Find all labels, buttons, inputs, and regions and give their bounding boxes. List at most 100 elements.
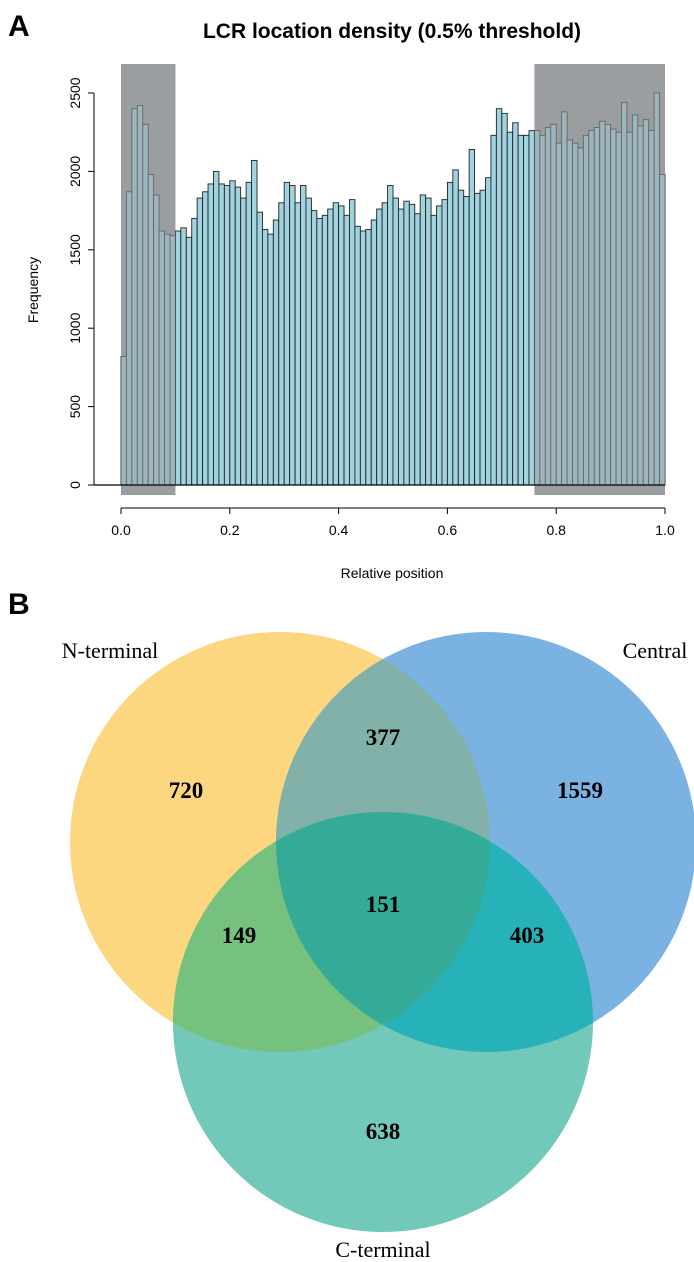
histogram-bar — [376, 208, 383, 486]
histogram-bar — [436, 205, 443, 486]
histogram-bar — [213, 170, 220, 486]
histogram-bar — [430, 214, 437, 486]
shaded-overlays — [121, 64, 665, 495]
histogram-bar — [387, 185, 394, 486]
venn-count-c-only: 638 — [366, 1119, 401, 1144]
x-tick-label: 0.0 — [111, 522, 131, 538]
histogram-bar — [523, 134, 530, 486]
histogram-bar — [452, 169, 459, 486]
histogram-bar — [283, 181, 291, 486]
histogram-bar — [234, 186, 242, 486]
histogram-bar — [359, 230, 367, 486]
histogram-bar — [506, 131, 514, 486]
panel-a-label: A — [8, 10, 30, 43]
venn-diagram: N-terminal Central C-terminal 720 1559 6… — [62, 632, 694, 1262]
histogram-bar — [463, 196, 470, 486]
x-tick-label: 0.6 — [438, 522, 458, 538]
histogram-bar — [251, 159, 258, 486]
histogram-bar — [419, 194, 427, 486]
venn-label-central: Central — [623, 638, 688, 663]
histogram-bar — [441, 199, 448, 486]
histogram-bar — [495, 108, 503, 486]
histogram-bar — [191, 217, 198, 486]
shaded-overlay-1 — [534, 64, 665, 495]
y-axis: 0 500 1000 1500 2000 2500 — [67, 77, 95, 489]
histogram-bar — [229, 180, 236, 486]
y-tick-label: 1000 — [67, 312, 83, 343]
y-axis-label: Frequency — [25, 257, 41, 323]
histogram-bar — [349, 199, 356, 486]
histogram-bar — [517, 134, 525, 486]
y-tick-label: 2000 — [67, 156, 83, 187]
histogram-bar — [272, 219, 280, 486]
histogram-bar — [218, 183, 225, 486]
y-tick-label: 0 — [67, 481, 83, 489]
histogram-bar — [240, 197, 247, 486]
histogram-bar — [512, 122, 519, 486]
histogram-bar — [267, 233, 274, 486]
venn-count-n-central: 377 — [366, 725, 401, 750]
histogram-bar — [174, 230, 182, 486]
histogram-bar — [300, 185, 307, 486]
venn-count-central-only: 1559 — [557, 778, 603, 803]
x-tick-label: 0.2 — [220, 522, 240, 538]
histogram-bar — [501, 112, 508, 486]
venn-count-all: 151 — [366, 892, 401, 917]
histogram-bar — [316, 217, 323, 486]
venn-label-n-terminal: N-terminal — [62, 638, 159, 663]
histogram-bar — [365, 228, 372, 486]
histogram-bar — [310, 210, 318, 486]
shaded-overlay-0 — [121, 64, 176, 495]
histogram-bar — [332, 202, 340, 486]
histogram-bar — [343, 214, 350, 486]
chart-title: LCR location density (0.5% threshold) — [203, 20, 581, 43]
histogram-bar — [185, 236, 193, 486]
x-tick-label: 0.8 — [546, 522, 566, 538]
histogram-bar — [196, 197, 204, 486]
panel-b-label: B — [8, 588, 30, 621]
histogram-bar — [457, 189, 465, 486]
histogram-bar — [321, 214, 329, 486]
x-axis: 0.0 0.2 0.4 0.6 0.8 1.0 — [111, 507, 675, 538]
histogram-bar — [207, 183, 214, 486]
y-tick-label: 500 — [67, 395, 83, 419]
histogram-bar — [338, 205, 345, 486]
histogram-bar — [202, 191, 209, 486]
histogram-bar — [414, 213, 421, 486]
histogram-bar — [294, 202, 301, 486]
histogram-bar — [474, 192, 481, 486]
histogram-bar — [327, 208, 334, 486]
venn-count-n-c: 149 — [222, 923, 257, 948]
histogram-bar — [408, 203, 416, 486]
histogram-bar — [425, 197, 432, 486]
histogram-bar — [485, 177, 492, 486]
histogram-bar — [278, 202, 285, 486]
x-axis-label: Relative position — [341, 565, 444, 581]
x-tick-label: 0.4 — [329, 522, 349, 538]
histogram-bar — [479, 189, 486, 486]
histogram-bar — [289, 185, 296, 486]
venn-count-n-only: 720 — [169, 778, 204, 803]
y-tick-label: 2500 — [67, 77, 83, 108]
histogram-bar — [354, 225, 361, 486]
histogram-bar — [446, 181, 454, 486]
histogram-bar — [305, 197, 312, 486]
histogram-bar — [261, 228, 269, 486]
histogram-bar — [490, 134, 497, 486]
venn-count-central-c: 403 — [510, 923, 545, 948]
histogram-bar — [223, 185, 231, 486]
histogram-bar — [370, 219, 378, 486]
venn-label-c-terminal: C-terminal — [335, 1237, 430, 1262]
histogram-bar — [256, 211, 263, 486]
histogram: 0 500 1000 1500 2000 2500 0.0 0.2 0.4 0.6 0.8 1.0 — [67, 64, 675, 538]
histogram-bar — [381, 202, 389, 486]
histogram-bar — [528, 130, 535, 486]
histogram-bar — [468, 148, 476, 486]
histogram-bar — [403, 200, 410, 486]
y-tick-label: 1500 — [67, 234, 83, 265]
histogram-bar — [397, 208, 405, 486]
histogram-bar — [180, 227, 187, 486]
x-tick-label: 1.0 — [655, 522, 675, 538]
histogram-bar — [392, 197, 399, 486]
